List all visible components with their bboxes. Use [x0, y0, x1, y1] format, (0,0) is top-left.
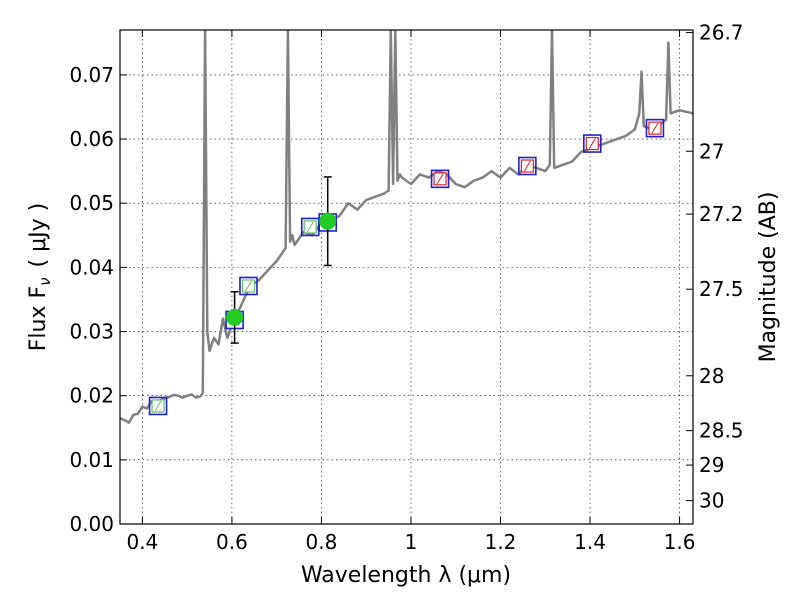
right-tick-label: 27.5 — [699, 277, 744, 301]
model-flux-square — [582, 134, 602, 153]
model-flux-inner-tick — [523, 160, 531, 172]
x-tick-label: 1.2 — [485, 530, 517, 554]
y-axis-right-label: Magnitude (AB) — [756, 192, 781, 363]
x-tick-label: 1 — [405, 530, 418, 554]
x-tick-label: 0.6 — [216, 530, 248, 554]
x-tick-label: 1.6 — [664, 530, 696, 554]
y-tick-label: 0.06 — [69, 127, 114, 151]
y-axis-left-label: Flux Fν ( μJy ) — [26, 203, 54, 351]
model-flux-square — [430, 169, 450, 189]
y-axis-left-label-subscript: ν — [36, 277, 54, 285]
model-flux-square — [645, 118, 665, 138]
model-flux-square — [518, 156, 537, 176]
y-tick-label: 0.01 — [69, 448, 114, 472]
y-tick-label: 0.07 — [69, 63, 114, 87]
model-flux-inner-tick — [245, 280, 252, 292]
right-tick-label: 29 — [699, 453, 724, 477]
y-tick-label: 0.00 — [69, 512, 114, 536]
x-tick-label: 1.4 — [574, 530, 606, 554]
x-axis-label: Wavelength λ (μm) — [301, 563, 511, 588]
y-tick-label: 0.04 — [69, 255, 114, 279]
right-tick-label: 26.7 — [699, 21, 744, 45]
right-tick-label: 30 — [699, 489, 724, 513]
model-flux-inner-tick — [436, 173, 444, 185]
model-flux-inner-tick — [588, 138, 596, 149]
right-tick-label: 27.2 — [699, 202, 744, 226]
right-tick-label: 28.5 — [699, 419, 744, 443]
y-tick-label: 0.03 — [69, 320, 114, 344]
right-tick-label: 27 — [699, 139, 724, 163]
model-flux-inner-tick — [306, 221, 314, 233]
y-tick-label: 0.05 — [69, 191, 114, 215]
model-flux-inner-tick — [651, 122, 659, 134]
y-tick-label: 0.02 — [69, 384, 114, 408]
model-flux-inner-tick — [154, 400, 162, 412]
svg-text:Flux Fν( μJy ): Flux Fν ( μJy ) — [26, 203, 54, 351]
y-axis-left-label-main: Flux F — [26, 286, 51, 351]
model-flux-square — [239, 276, 258, 296]
plot-markers — [148, 118, 665, 416]
right-tick-label: 28 — [699, 364, 724, 388]
axis-ticks: 0.4 0.6 0.8 1 1.2 1.4 1.6 0.00 0.01 0.02 0.03 0.04 0… — [69, 21, 743, 554]
plot-frame — [119, 29, 694, 525]
model-flux-square — [148, 396, 168, 416]
x-tick-label: 0.8 — [306, 530, 338, 554]
y-axis-left-label-unit: ( μJy ) — [26, 203, 51, 268]
observed-flux-point — [319, 212, 337, 230]
observed-flux-point — [226, 308, 244, 326]
x-tick-label: 0.4 — [126, 530, 158, 554]
